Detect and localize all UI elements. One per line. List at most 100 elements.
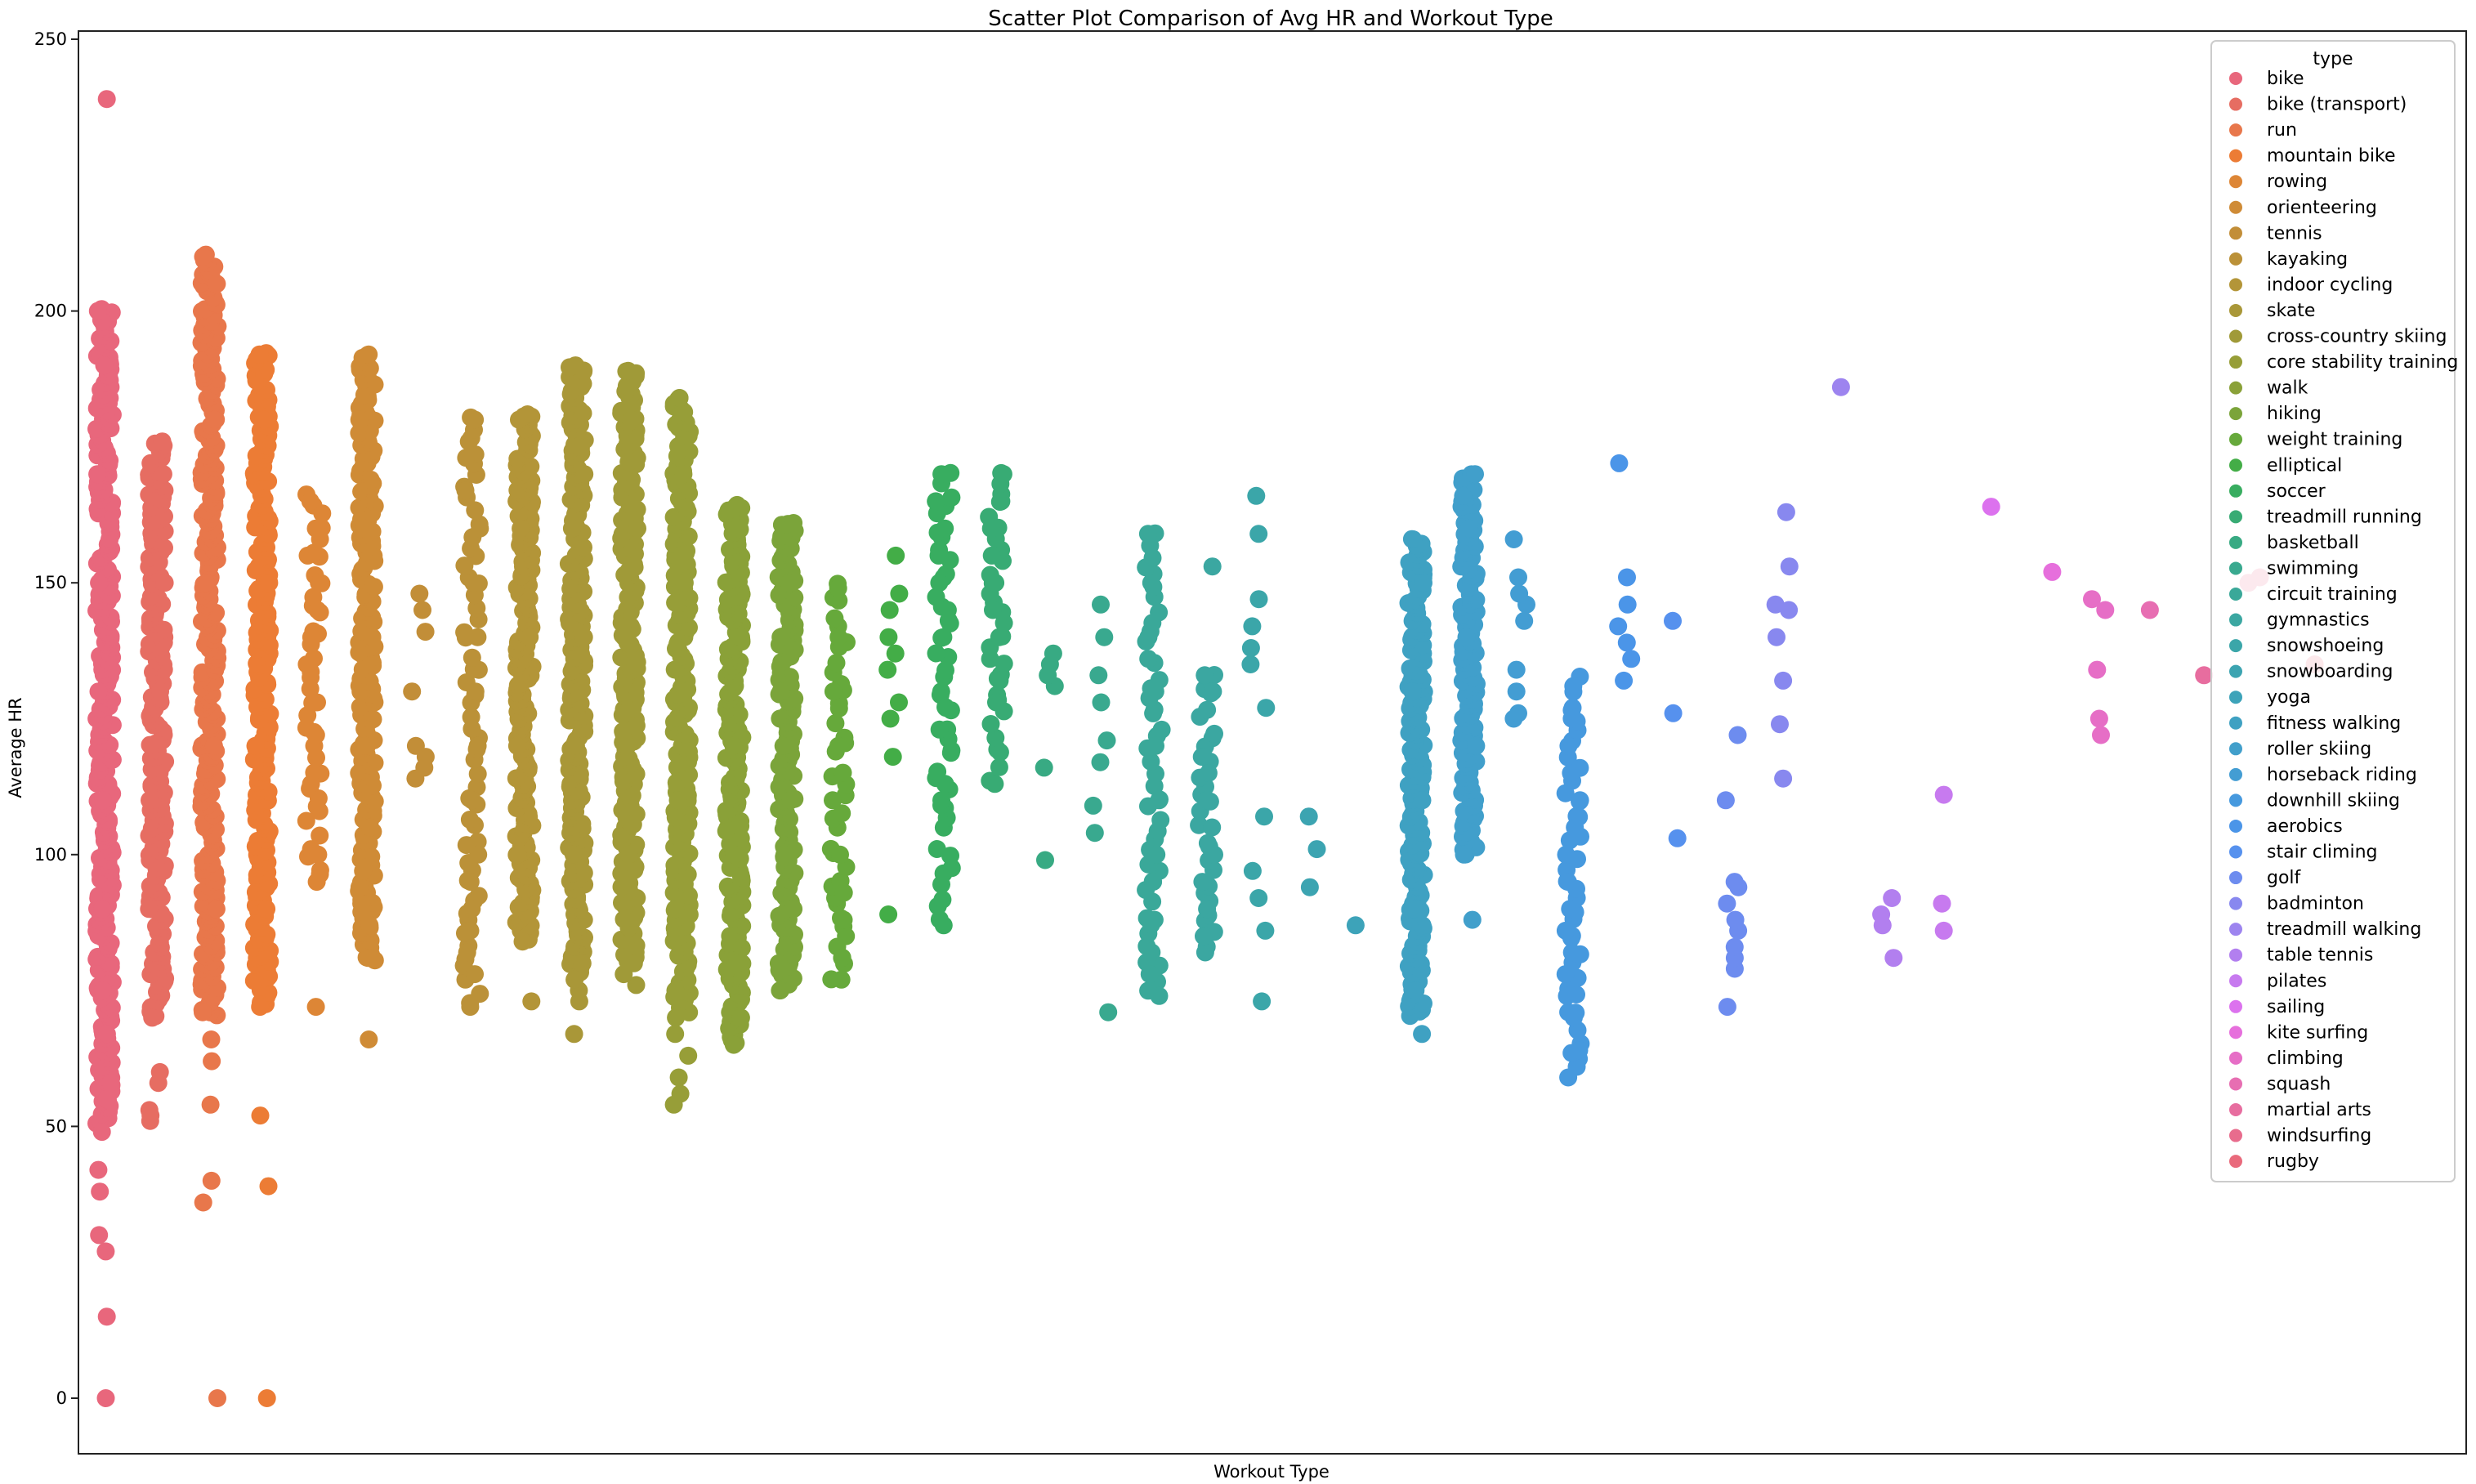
data-point [413,601,431,619]
data-point [718,877,737,896]
data-point [1774,769,1793,788]
data-point [1196,666,1214,685]
data-point [1609,617,1628,636]
series-elliptical [878,546,909,923]
data-point [297,811,315,830]
data-point [466,501,485,520]
series-fitness-walking [1399,530,1433,1044]
data-point [1562,943,1581,962]
data-point [726,498,745,516]
data-point [832,970,851,989]
data-point [1509,704,1527,722]
data-point [1255,807,1273,826]
data-point [1934,785,1953,804]
data-point [780,574,798,592]
legend-item: bike (transport) [2229,95,2407,115]
data-point [89,682,108,701]
legend-item: core stability training [2229,352,2458,373]
data-point [90,574,109,592]
data-point [775,845,793,864]
data-point [96,1389,115,1407]
data-point [140,900,159,919]
data-point [416,623,435,641]
legend-label: run [2267,120,2297,141]
data-point [298,546,317,565]
chart-title: Scatter Plot Comparison of Avg HR and Wo… [988,7,1553,31]
data-point [624,954,643,972]
legend-marker [2229,561,2242,575]
legend-item: run [2229,120,2297,141]
data-point [355,519,374,538]
data-point [834,763,852,782]
data-point [251,1106,270,1125]
legend-item: cross-country skiing [2229,327,2447,347]
legend-marker [2229,226,2242,240]
data-point [251,998,270,1017]
legend-item: weight training [2229,430,2402,450]
data-point [406,736,425,755]
data-point [1403,682,1422,701]
data-point [833,804,851,823]
data-point [927,588,945,606]
legend-marker [2229,691,2242,704]
legend-marker [2229,845,2242,859]
data-point [1725,937,1744,956]
data-point [2043,562,2062,581]
data-points [87,90,2324,1407]
data-point [1085,824,1104,843]
data-point [1307,840,1326,859]
data-point [1771,715,1789,734]
series-squash [2140,601,2159,619]
legend-label: roller skiing [2267,739,2371,759]
data-point [668,791,687,810]
data-point [512,519,530,538]
data-point [311,826,329,845]
data-point [89,1160,108,1179]
data-point [941,847,959,865]
data-point [151,682,169,701]
data-point [306,519,325,538]
data-point [201,1095,220,1114]
series-snowshoeing [1241,486,1276,1011]
legend-item: roller skiing [2229,739,2371,759]
data-point [1884,949,1903,968]
legend-label: basketball [2267,533,2359,553]
legend-marker [2229,72,2242,85]
data-point [153,432,172,451]
data-point [95,356,114,375]
data-point [829,736,847,755]
data-point [403,682,422,701]
data-point [829,628,848,646]
data-point [837,927,856,945]
data-point [1564,677,1583,695]
data-point [879,628,898,646]
data-point [829,579,847,597]
data-point [987,693,1005,712]
data-point [254,410,273,429]
legend-marker [2229,1077,2242,1091]
data-point [97,1025,116,1044]
y-tick-label: 0 [56,1388,67,1408]
data-point [674,465,693,484]
data-point [986,728,1005,747]
data-point [1561,900,1580,919]
data-point [1562,709,1581,728]
legend-label: treadmill running [2267,507,2422,527]
legend-item: sailing [2229,997,2325,1017]
legend-label: soccer [2267,481,2326,502]
legend-label: tennis [2267,223,2322,244]
data-point [1618,595,1637,614]
legend-item: yoga [2229,687,2311,708]
legend-marker [2229,458,2242,472]
data-point [464,574,483,592]
plot-area-frame [78,30,2467,1455]
data-point [1241,655,1260,673]
data-point [1664,704,1683,722]
data-point [1617,633,1636,652]
data-point [359,949,378,968]
legend-item: hiking [2229,404,2322,424]
data-point [1777,503,1795,521]
x-axis-label: Workout Type [1213,1462,1330,1482]
legend-item: kayaking [2229,249,2348,270]
data-point [927,840,946,858]
